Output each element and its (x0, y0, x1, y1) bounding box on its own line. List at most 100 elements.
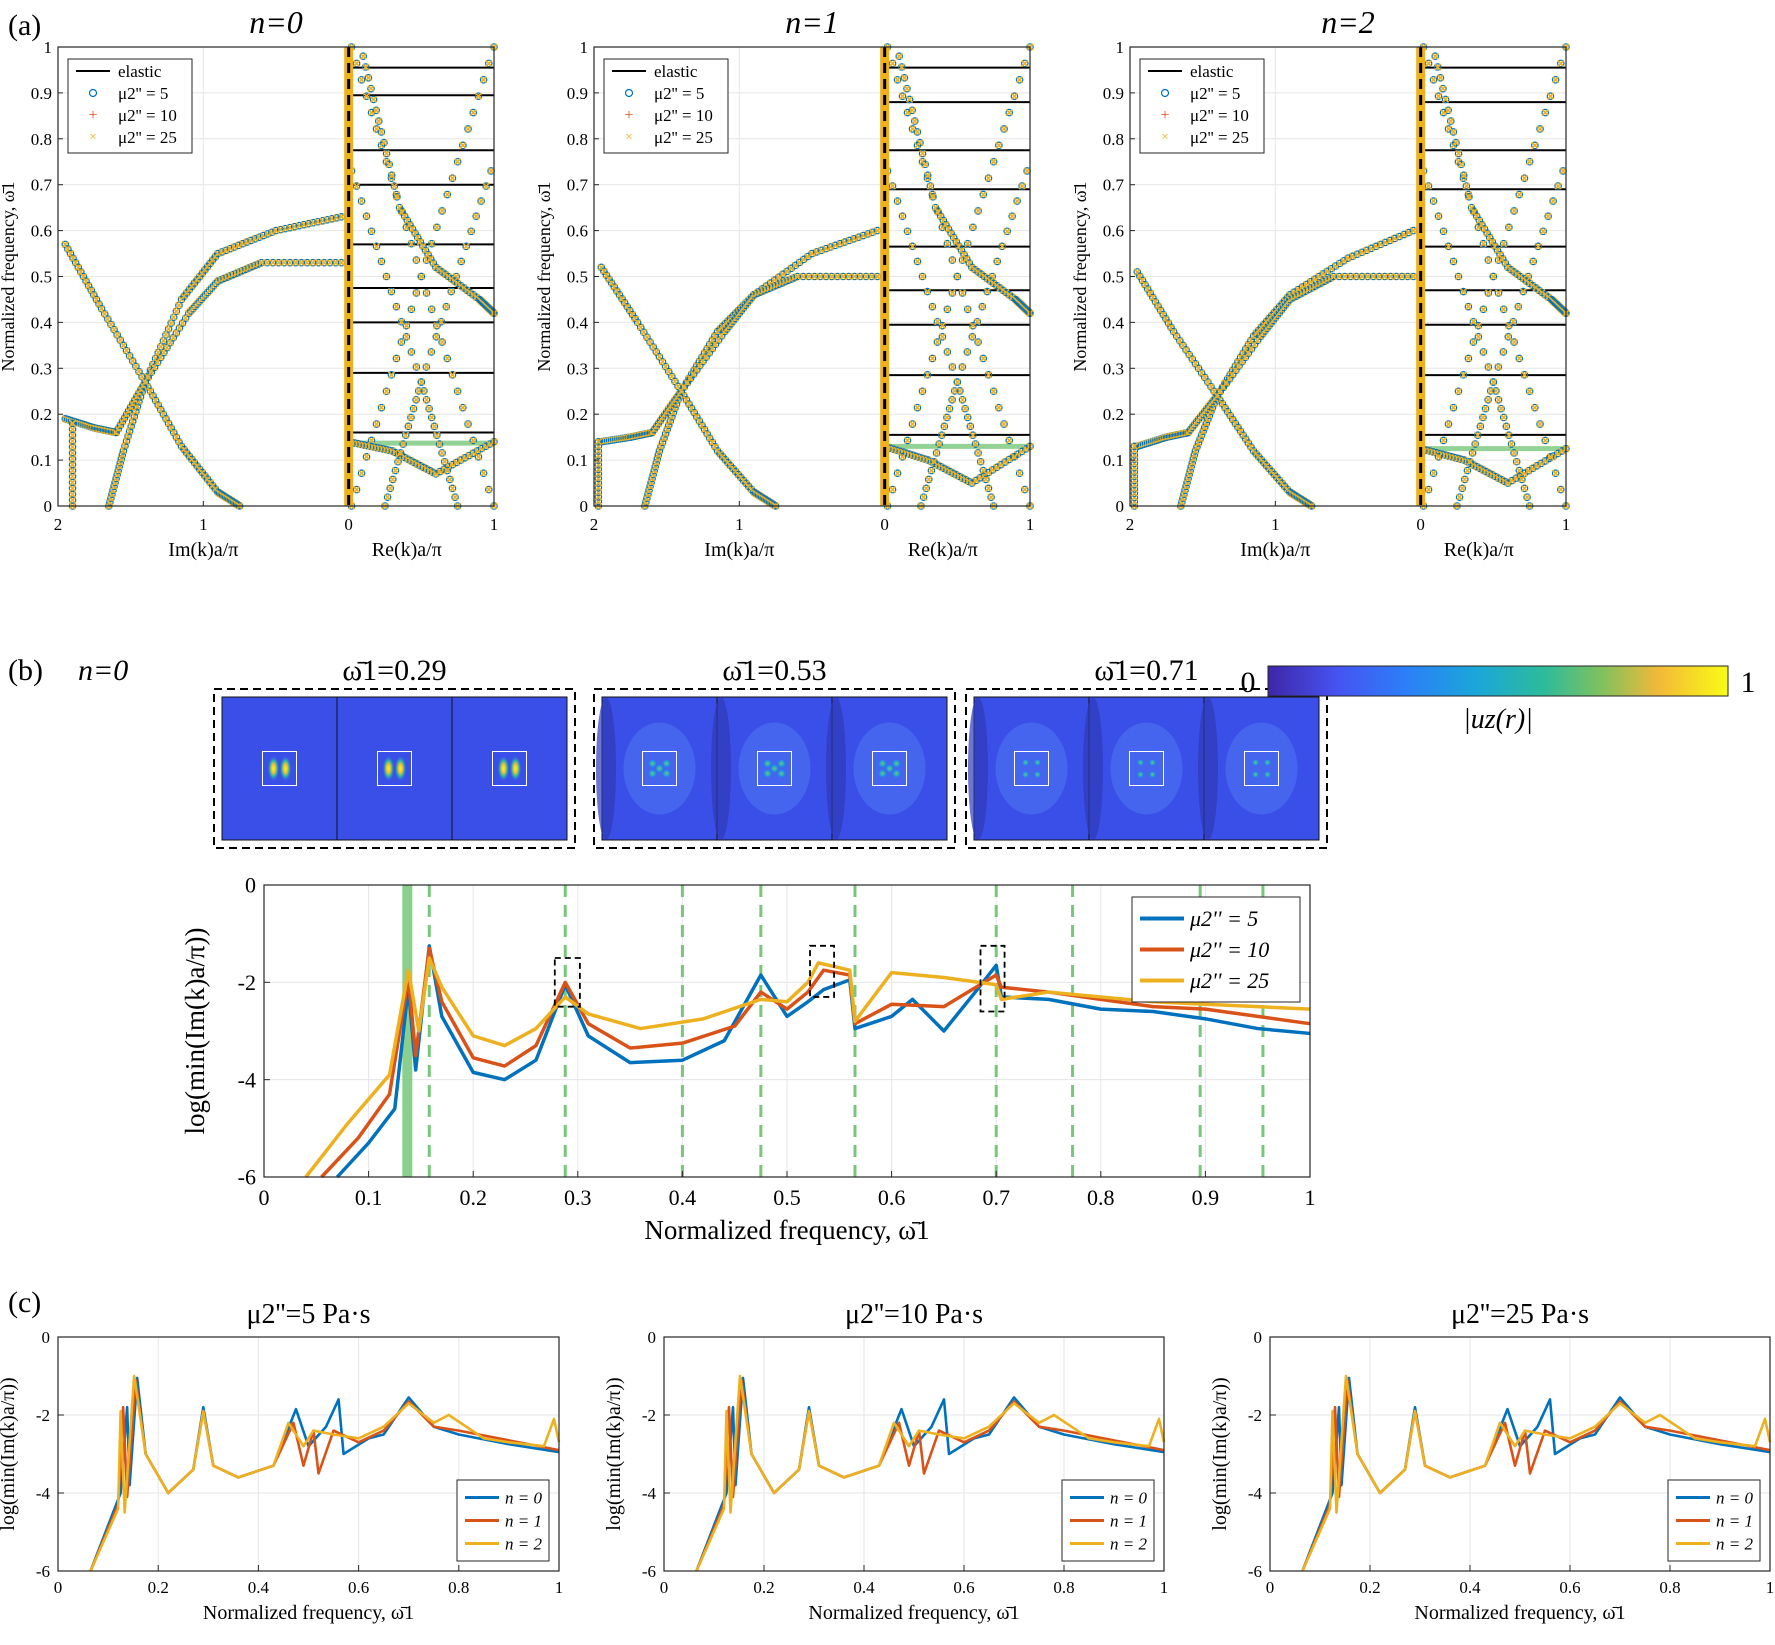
data-marker-mu5 (1433, 63, 1442, 71)
data-marker-mu25 (1493, 246, 1502, 254)
y-tick-label: 0.6 (31, 222, 52, 241)
x-tick-label: 0.8 (1659, 1578, 1680, 1597)
data-marker-mu25 (613, 287, 621, 295)
zoom-box (809, 944, 835, 998)
data-marker-mu25 (1491, 242, 1499, 250)
data-marker-mu25 (125, 407, 133, 415)
data-marker-mu25 (969, 431, 977, 439)
data-marker-mu5 (380, 138, 388, 147)
data-marker-mu25 (1458, 484, 1466, 492)
y-tick-label: 0.1 (567, 451, 588, 470)
legend-marker-mu10: + (624, 107, 633, 124)
data-marker-mu25 (459, 141, 467, 149)
data-marker-mu5 (1005, 436, 1014, 445)
data-marker-mu25 (1247, 345, 1256, 353)
data-marker-mu5 (1494, 395, 1503, 404)
data-marker-mu25 (419, 242, 427, 250)
data-marker-mu5 (1335, 272, 1343, 281)
legend-label: n = 1 (505, 1511, 542, 1530)
data-marker-mu5 (961, 404, 969, 413)
data-marker-mu25 (482, 442, 490, 450)
data-marker-mu25 (706, 340, 714, 348)
data-marker-mu25 (1434, 92, 1443, 100)
data-marker-mu5 (1484, 289, 1493, 297)
chart-title: μ2''=25 Pa·s (1451, 1299, 1589, 1330)
data-marker-mu25 (1199, 427, 1207, 435)
data-marker-mu25 (408, 225, 417, 233)
legend-label: μ2'' = 25 (118, 128, 177, 147)
y-tick-label: -2 (642, 1406, 656, 1425)
y-tick-label: 0.5 (1103, 268, 1124, 287)
data-marker-mu5 (377, 257, 386, 266)
data-marker-mu25 (1476, 422, 1484, 430)
data-marker-mu25 (1226, 411, 1234, 420)
data-marker-mu25 (968, 333, 976, 341)
data-marker-mu5 (320, 258, 329, 267)
data-marker-mu25 (1138, 276, 1147, 284)
data-marker-mu5 (407, 413, 415, 422)
data-marker-mu25 (925, 475, 933, 484)
data-marker-mu25 (706, 434, 714, 442)
data-marker-mu5 (948, 363, 957, 371)
data-marker-mu25 (1319, 270, 1327, 278)
data-marker-mu25 (888, 59, 897, 67)
data-marker-mu5 (409, 404, 418, 413)
data-marker-mu5 (1484, 363, 1493, 371)
data-marker-mu5 (1449, 403, 1458, 412)
data-marker-mu5 (594, 460, 603, 469)
data-marker-mu25 (926, 182, 934, 190)
data-marker-mu5 (594, 479, 603, 487)
data-marker-mu25 (1496, 250, 1504, 259)
y-tick-label: -2 (1248, 1406, 1262, 1425)
data-marker-mu25 (696, 362, 704, 370)
legend-label: μ2'' = 5 (1189, 906, 1258, 931)
data-marker-mu5 (309, 258, 317, 267)
data-marker-mu5 (845, 272, 853, 281)
mode-lobe (891, 768, 902, 779)
data-marker-mu5 (1523, 493, 1531, 501)
data-marker-mu5 (1130, 442, 1139, 451)
data-marker-mu5 (1441, 95, 1450, 104)
data-marker-mu5 (1021, 485, 1029, 494)
data-marker-mu25 (362, 63, 370, 71)
data-marker-mu5 (989, 387, 998, 396)
field-halo (995, 722, 1068, 815)
data-marker-mu25 (615, 291, 623, 299)
data-marker-mu5 (412, 395, 420, 404)
y-tick-label: 0.2 (1103, 405, 1124, 424)
data-marker-mu5 (913, 403, 922, 412)
data-marker-mu25 (893, 469, 902, 477)
data-marker-mu25 (1201, 423, 1209, 431)
data-marker-mu25 (1479, 305, 1487, 313)
mode-lobe (1033, 758, 1042, 767)
data-marker-mu25 (828, 272, 836, 281)
data-marker-mu25 (362, 92, 371, 100)
data-marker-mu25 (469, 109, 477, 117)
data-marker-mu25 (218, 248, 226, 256)
data-marker-mu5 (1536, 420, 1544, 428)
data-marker-mu25 (1500, 413, 1508, 422)
data-marker-mu5 (209, 281, 218, 290)
data-marker-mu25 (963, 255, 971, 263)
data-marker-mu5 (995, 141, 1003, 150)
field-shadow (1083, 697, 1103, 840)
data-marker-mu25 (372, 420, 381, 428)
scatterer-outline (492, 751, 527, 786)
data-marker-mu25 (805, 272, 813, 281)
data-marker-mu5 (1469, 338, 1478, 346)
panel-c-chart-mu5: 0 0.2 0.4 0.6 0.8 1 -6 -4 -2 0 Normalized frequenc… (0, 1299, 563, 1624)
y-tick-label: 0 (1254, 1328, 1263, 1347)
data-marker-mu5 (893, 197, 902, 205)
data-marker-mu25 (1504, 479, 1512, 487)
data-marker-mu25 (1404, 272, 1412, 281)
field-shadow (596, 697, 616, 840)
data-marker-mu5 (396, 449, 405, 457)
data-marker-mu25 (112, 428, 120, 437)
data-marker-mu5 (963, 305, 972, 314)
x-tick-label: 1 (199, 515, 208, 534)
x-tick-label: 0 (1416, 515, 1425, 534)
data-marker-mu5 (1439, 227, 1448, 236)
data-marker-mu25 (958, 396, 967, 404)
y-tick-label: 1 (1116, 38, 1125, 57)
x-tick-label: 1 (555, 1578, 564, 1597)
